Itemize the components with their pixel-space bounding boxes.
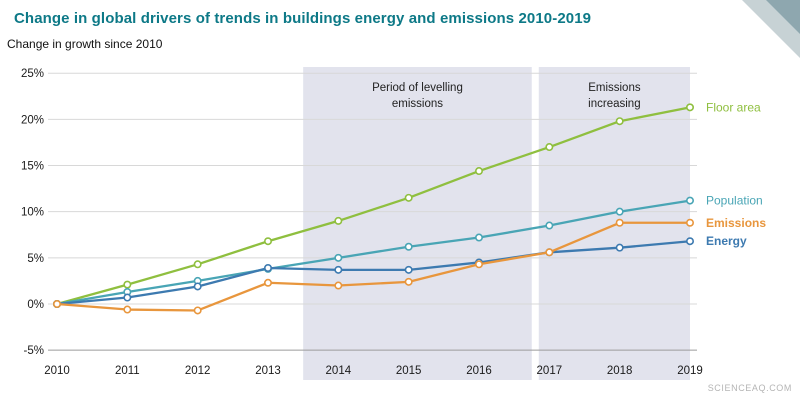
data-point — [123, 293, 132, 302]
data-point — [193, 260, 202, 269]
data-point — [193, 306, 202, 315]
data-point — [404, 277, 413, 286]
x-tick-label: 2016 — [466, 365, 492, 377]
data-point — [334, 216, 343, 225]
data-point — [545, 143, 554, 152]
data-point — [404, 265, 413, 274]
series-label: Energy — [706, 234, 747, 248]
data-point — [615, 207, 624, 216]
data-point — [52, 299, 61, 308]
data-point — [474, 260, 483, 269]
x-tick-label: 2013 — [255, 365, 281, 377]
page-title: Change in global drivers of trends in bu… — [14, 10, 592, 27]
data-point — [615, 117, 624, 126]
data-point — [404, 193, 413, 202]
y-tick-label: 0% — [27, 299, 44, 311]
y-axis-caption: Change in growth since 2010 — [7, 37, 163, 51]
data-point — [474, 233, 483, 242]
data-point — [685, 103, 694, 112]
y-tick-label: 20% — [21, 114, 44, 126]
data-point — [263, 237, 272, 246]
x-tick-label: 2015 — [396, 365, 422, 377]
series-emissions: Emissions — [52, 216, 766, 315]
data-point — [474, 167, 483, 176]
data-point — [193, 282, 202, 291]
data-point — [334, 265, 343, 274]
x-tick-label: 2011 — [115, 365, 140, 377]
data-point — [685, 196, 694, 205]
x-tick-label: 2010 — [44, 365, 70, 377]
data-point — [545, 248, 554, 257]
series-label: Emissions — [706, 216, 766, 230]
data-point — [615, 218, 624, 227]
data-point — [334, 253, 343, 262]
data-point — [123, 305, 132, 314]
data-point — [685, 237, 694, 246]
data-point — [685, 218, 694, 227]
band-label: increasing — [588, 98, 640, 110]
series-label: Floor area — [706, 100, 761, 114]
band-label: Emissions — [588, 82, 641, 94]
x-tick-label: 2017 — [537, 365, 563, 377]
y-tick-label: 15% — [21, 161, 44, 173]
data-point — [545, 221, 554, 230]
band-label: Period of levelling — [372, 82, 463, 94]
x-tick-label: 2014 — [326, 365, 352, 377]
watermark: SCIENCEAQ.COM — [707, 383, 792, 393]
series-label: Population — [706, 194, 763, 208]
y-tick-label: 5% — [27, 253, 44, 265]
data-point — [404, 242, 413, 251]
y-tick-label: 10% — [21, 207, 44, 219]
data-point — [123, 280, 132, 289]
x-tick-label: 2018 — [607, 365, 633, 377]
data-point — [263, 278, 272, 287]
y-tick-label: 25% — [21, 68, 44, 80]
x-tick-label: 2019 — [677, 365, 703, 377]
data-point — [334, 281, 343, 290]
y-tick-label: -5% — [24, 345, 44, 357]
data-point — [615, 243, 624, 252]
x-tick-label: 2012 — [185, 365, 211, 377]
band-label: emissions — [392, 98, 443, 110]
data-point — [263, 263, 272, 272]
